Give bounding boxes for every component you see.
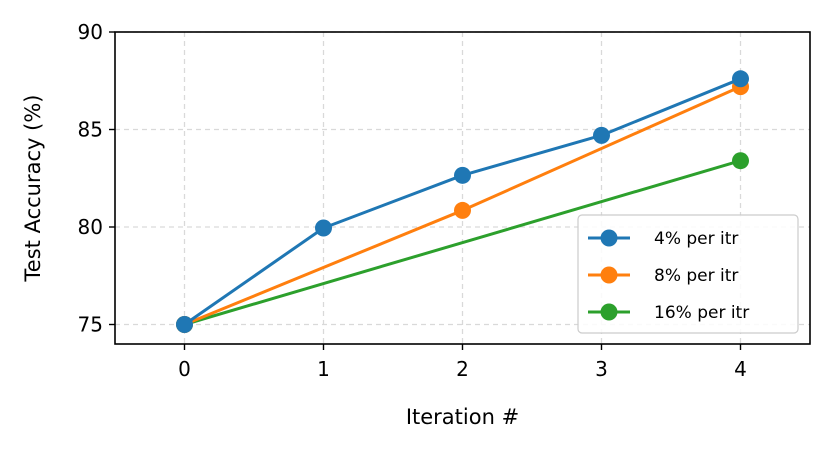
y-tick-label: 85	[78, 118, 103, 142]
legend-label: 16% per itr	[654, 303, 749, 323]
x-axis-label: Iteration #	[406, 405, 519, 429]
data-point	[732, 152, 749, 170]
legend-marker	[600, 303, 618, 321]
legend-item: 8% per itr	[588, 266, 738, 286]
x-tick-label: 1	[317, 357, 330, 381]
y-tick-label: 75	[78, 313, 103, 337]
x-tick-label: 3	[595, 357, 608, 381]
data-point	[315, 219, 332, 237]
data-point	[732, 70, 749, 88]
legend-marker	[600, 229, 618, 247]
series-group	[176, 70, 749, 333]
x-tick-label: 2	[456, 357, 469, 381]
y-tick-label: 80	[78, 215, 103, 239]
data-point	[176, 316, 193, 333]
series-0	[176, 70, 749, 333]
legend-label: 4% per itr	[654, 229, 738, 249]
x-tick-label: 0	[178, 357, 191, 381]
legend-item: 16% per itr	[588, 303, 749, 323]
data-point	[593, 126, 610, 144]
y-tick-label: 90	[78, 20, 103, 44]
legend-label: 8% per itr	[654, 266, 738, 286]
legend: 4% per itr 8% per itr 16% per itr	[577, 214, 799, 334]
x-tick-label: 4	[734, 357, 747, 381]
axis-ticks: 0 1 2 3 4 75 80 85 90	[78, 20, 747, 381]
data-point	[454, 201, 471, 219]
legend-marker	[600, 266, 618, 284]
legend-box	[577, 214, 799, 334]
series-line	[184, 159, 741, 326]
data-point	[454, 166, 471, 184]
y-axis-label: Test Accuracy (%)	[21, 95, 45, 283]
legend-item: 4% per itr	[588, 229, 738, 249]
